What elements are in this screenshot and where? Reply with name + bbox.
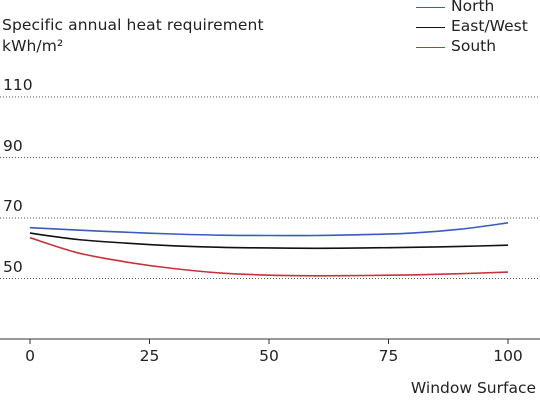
series-line-east-west	[29, 232, 509, 250]
y-tick-label-110: 110	[3, 76, 33, 94]
series-line-north	[29, 222, 509, 237]
x-tick-label-100: 100	[493, 347, 523, 365]
y-tick-label-50: 50	[3, 257, 23, 276]
legend-swatch-south	[416, 47, 445, 49]
legend-swatch-north	[416, 7, 445, 9]
legend-label-north: North	[451, 0, 495, 15]
legend-swatch-east-west	[416, 27, 445, 29]
legend-item-south: South	[414, 37, 538, 58]
chart-unit-label: kWh/m²	[2, 37, 64, 55]
y-tick-label-70: 70	[3, 197, 23, 215]
legend-item-north: North	[414, 0, 538, 18]
legend-label-east-west: East/West	[451, 17, 528, 35]
legend-label-south: South	[451, 37, 497, 55]
x-tick-label-0: 0	[25, 347, 35, 365]
x-tick-label-25: 25	[139, 347, 160, 365]
x-axis-label: Window Surface	[410, 379, 536, 397]
legend-item-east-west: East/West	[414, 17, 538, 38]
series-line-south	[29, 236, 509, 277]
y-tick-label-90: 90	[3, 136, 23, 155]
x-tick-label-50: 50	[259, 347, 279, 365]
chart-title: Specific annual heat requirement	[2, 16, 264, 34]
x-tick-label-75: 75	[378, 347, 399, 365]
